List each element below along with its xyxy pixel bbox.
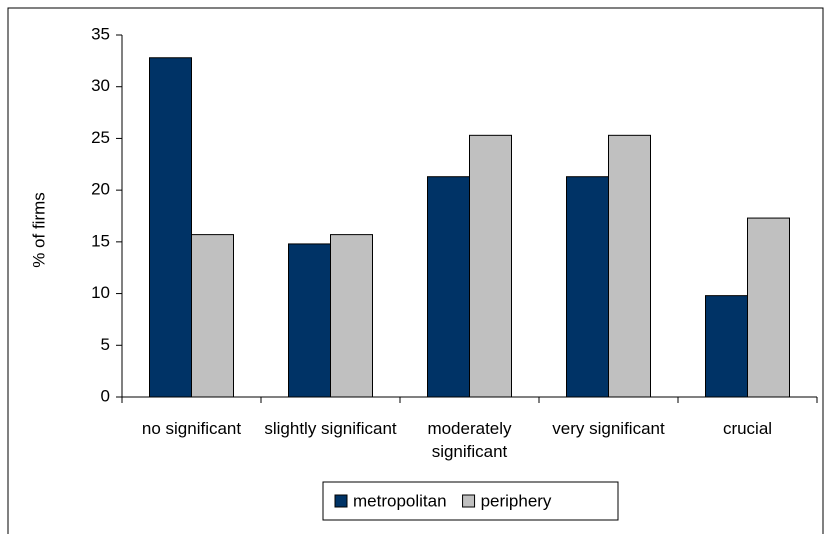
y-tick-label: 15 (91, 231, 110, 250)
bar (608, 134, 651, 398)
bar (330, 234, 373, 398)
y-tick-label: 5 (101, 335, 110, 354)
y-tick-label: 35 (91, 24, 110, 43)
bar (149, 57, 192, 398)
y-tick-label: 30 (91, 76, 110, 95)
x-tick-label: very significant (552, 419, 665, 438)
bar (288, 243, 331, 398)
legend-box (322, 481, 619, 521)
y-tick-label: 10 (91, 283, 110, 302)
y-tick-label: 25 (91, 128, 110, 147)
bar (747, 217, 790, 398)
x-tick-label: crucial (722, 419, 773, 438)
bar (469, 134, 512, 398)
x-tick-label: slightly significant (264, 419, 397, 438)
legend-swatch (334, 494, 348, 508)
chart-border (7, 7, 824, 534)
bar (566, 176, 609, 398)
legend-label: periphery (481, 491, 552, 510)
legend-swatch (462, 494, 476, 508)
bar (191, 234, 234, 398)
bar (427, 176, 470, 398)
x-tick-label: moderately significant (427, 419, 512, 461)
bar (705, 295, 748, 398)
y-tick-label: 0 (101, 386, 110, 405)
y-tick-label: 20 (91, 180, 110, 199)
x-tick-label: no significant (141, 419, 242, 438)
y-axis-label: % of firms (29, 192, 48, 268)
legend-label: metropolitan (353, 491, 447, 510)
